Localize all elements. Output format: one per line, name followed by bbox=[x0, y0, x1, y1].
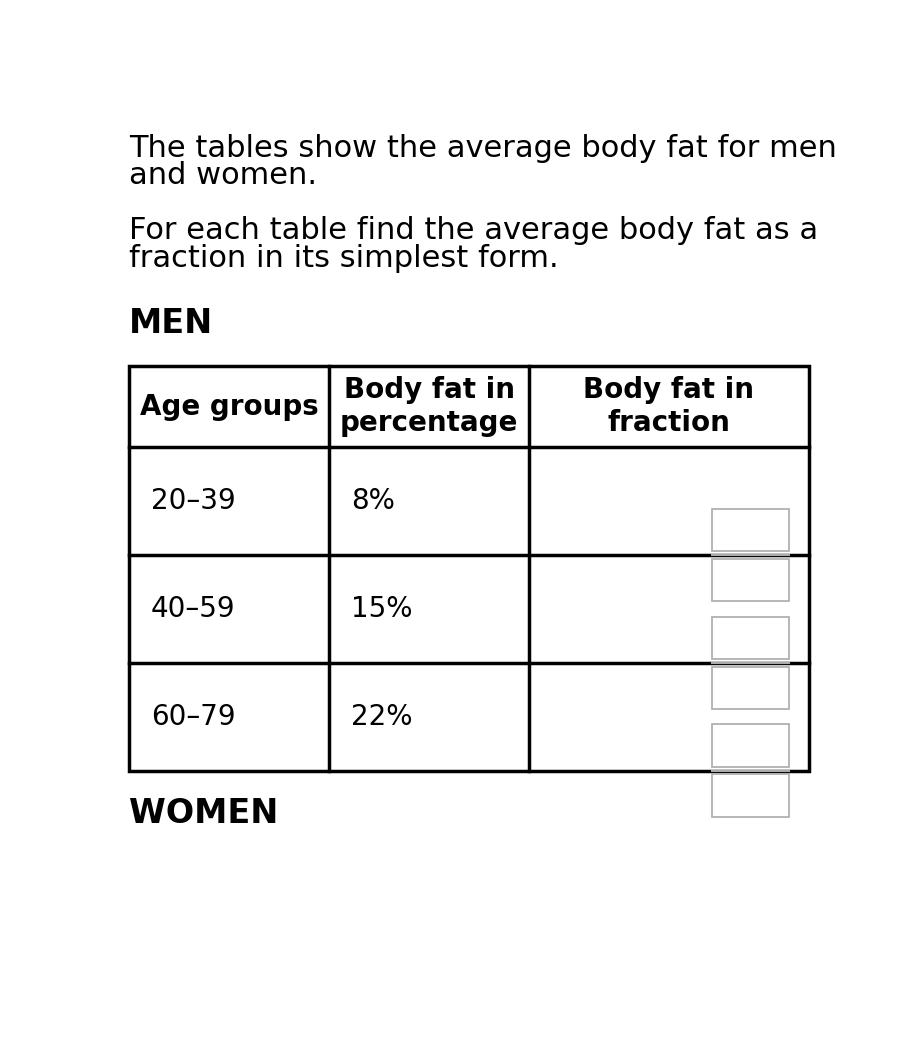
Bar bbox=[129, 367, 809, 771]
Text: Age groups: Age groups bbox=[140, 392, 319, 421]
Text: 22%: 22% bbox=[351, 703, 413, 730]
Bar bbox=[712, 617, 789, 659]
Text: 60–79: 60–79 bbox=[151, 703, 236, 730]
Text: WOMEN: WOMEN bbox=[129, 797, 278, 830]
Text: 15%: 15% bbox=[351, 595, 413, 623]
Text: fraction in its simplest form.: fraction in its simplest form. bbox=[129, 243, 559, 273]
Text: 8%: 8% bbox=[351, 487, 394, 514]
Text: and women.: and women. bbox=[129, 162, 317, 190]
Bar bbox=[712, 724, 789, 766]
Text: 20–39: 20–39 bbox=[151, 487, 236, 514]
Bar bbox=[712, 559, 789, 601]
Text: The tables show the average body fat for men: The tables show the average body fat for… bbox=[129, 134, 837, 163]
Text: Body fat in
fraction: Body fat in fraction bbox=[583, 376, 754, 437]
Text: Body fat in
percentage: Body fat in percentage bbox=[340, 376, 519, 437]
Text: MEN: MEN bbox=[129, 307, 214, 340]
Bar bbox=[712, 774, 789, 816]
Bar bbox=[712, 667, 789, 709]
Text: 40–59: 40–59 bbox=[151, 595, 236, 623]
Text: For each table find the average body fat as a: For each table find the average body fat… bbox=[129, 216, 818, 246]
Bar bbox=[712, 509, 789, 551]
